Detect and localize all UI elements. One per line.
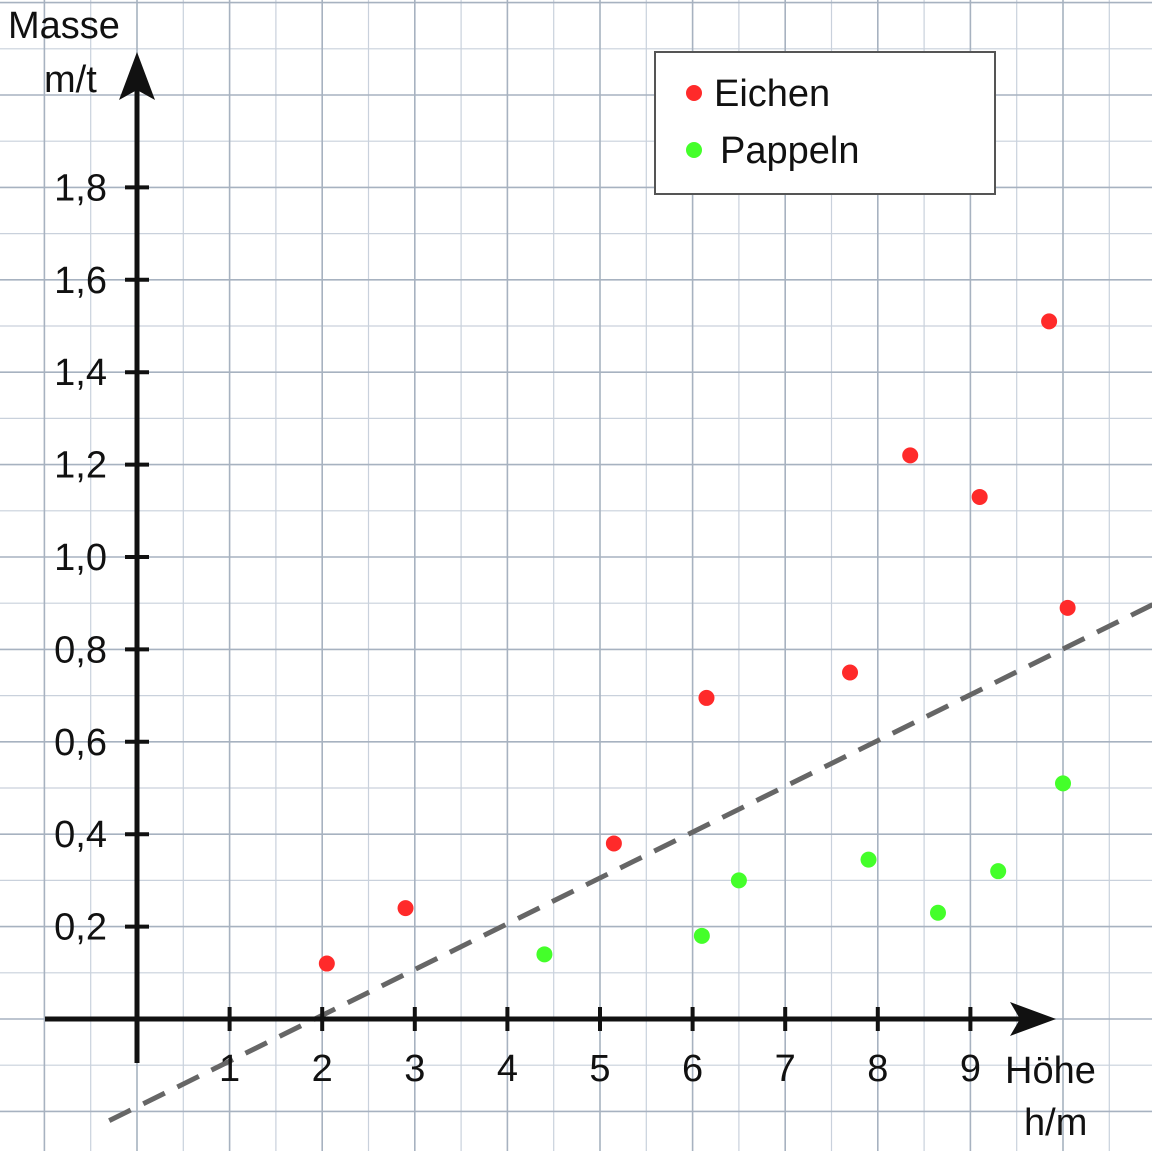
ticks: 1 2 3 4 5 6 7 8 9 0,2 0,4 0,6 0,8 1,0 1,2 1,4 1,6 1,8 xyxy=(54,167,981,1090)
legend-label-eichen: Eichen xyxy=(714,73,830,115)
data-point-eichen xyxy=(318,955,335,972)
x-tick-label: 8 xyxy=(867,1048,888,1090)
y-axis-title-line2: m/t xyxy=(44,59,97,101)
x-tick-label: 9 xyxy=(960,1048,981,1090)
axes xyxy=(45,52,1056,1063)
data-point-eichen xyxy=(698,689,715,706)
legend-box xyxy=(654,51,996,195)
x-axis-title-line1: Höhe xyxy=(1005,1050,1096,1092)
data-point-eichen xyxy=(1059,599,1076,616)
y-tick-label: 0,6 xyxy=(54,722,107,764)
y-tick-label: 1,8 xyxy=(54,167,107,209)
x-tick-label: 5 xyxy=(589,1048,610,1090)
y-tick-label: 0,2 xyxy=(54,907,107,949)
y-axis-title-line1: Masse xyxy=(8,5,120,47)
legend: Eichen Pappeln xyxy=(654,51,996,195)
x-tick-label: 1 xyxy=(219,1048,240,1090)
x-tick-label: 6 xyxy=(682,1048,703,1090)
x-tick-label: 7 xyxy=(775,1048,796,1090)
x-tick-label: 2 xyxy=(312,1048,333,1090)
y-tick-label: 0,8 xyxy=(54,629,107,671)
data-point-pappeln xyxy=(536,946,553,963)
data-point-pappeln xyxy=(929,904,946,921)
x-tick-label: 3 xyxy=(404,1048,425,1090)
data-point-pappeln xyxy=(990,863,1007,880)
data-points xyxy=(318,313,1076,972)
x-tick-label: 4 xyxy=(497,1048,518,1090)
data-point-eichen xyxy=(1041,313,1058,330)
y-axis-arrow xyxy=(119,52,155,100)
data-point-eichen xyxy=(971,488,988,505)
data-point-pappeln xyxy=(693,927,710,944)
y-tick-label: 1,2 xyxy=(54,445,107,487)
y-tick-label: 1,6 xyxy=(54,260,107,302)
legend-marker-pappeln xyxy=(686,142,702,158)
data-point-eichen xyxy=(842,664,859,681)
y-tick-label: 1,0 xyxy=(54,537,107,579)
trend-line xyxy=(108,602,1152,1123)
y-tick-label: 0,4 xyxy=(54,814,107,856)
data-point-eichen xyxy=(902,447,919,464)
legend-label-pappeln: Pappeln xyxy=(720,130,859,172)
legend-marker-eichen xyxy=(686,85,702,101)
y-tick-label: 1,4 xyxy=(54,352,107,394)
trend-line-layer xyxy=(108,602,1152,1123)
data-point-eichen xyxy=(397,900,414,917)
data-point-pappeln xyxy=(1055,775,1071,792)
data-point-pappeln xyxy=(860,851,877,868)
x-axis-title-line2: h/m xyxy=(1024,1102,1087,1144)
data-point-pappeln xyxy=(730,872,747,889)
data-point-eichen xyxy=(605,835,622,852)
x-axis-arrow xyxy=(1010,1002,1056,1036)
